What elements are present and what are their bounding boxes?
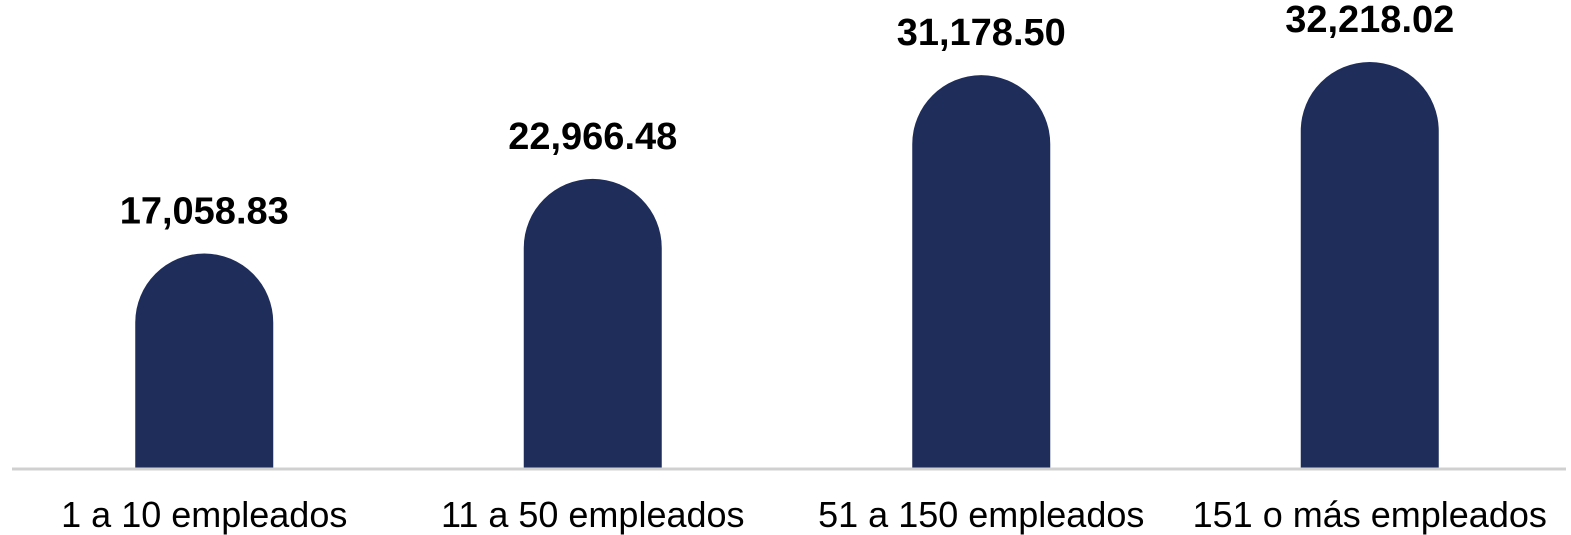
x-tick-label: 11 a 50 empleados [441,494,745,535]
data-label: 32,218.02 [1285,0,1454,41]
bar [1300,62,1439,469]
value-labels-group: 17,058.83 22,966.48 31,178.50 32,218.02 [120,0,1455,233]
x-tick-label: 51 a 150 empleados [818,494,1144,535]
bar [523,178,662,469]
x-tick-label: 151 o más empleados [1193,494,1547,535]
bars-group [135,62,1439,470]
x-tick-label: 1 a 10 empleados [61,494,347,535]
x-tick-labels-group: 1 a 10 empleados 11 a 50 empleados 51 a 15… [61,494,1547,535]
bar [912,75,1051,470]
data-label: 31,178.50 [897,12,1066,54]
bar [135,253,274,469]
data-label: 22,966.48 [508,116,677,158]
data-label: 17,058.83 [120,191,289,233]
